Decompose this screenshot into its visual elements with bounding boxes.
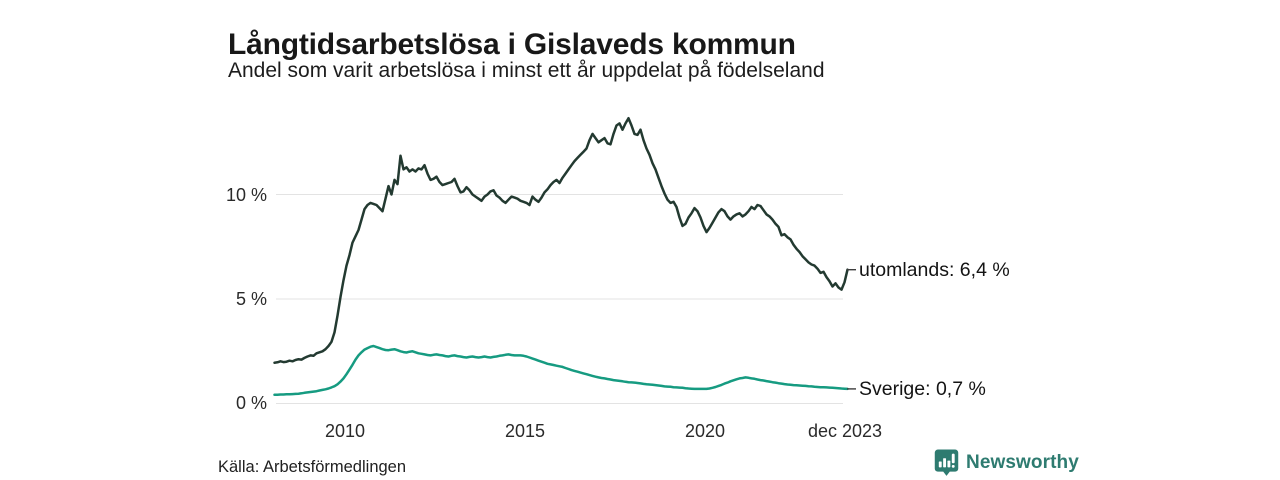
- line-sverige: [273, 344, 849, 396]
- x-tick-label-2020: 2020: [684, 421, 726, 441]
- y-tick-label-0: 0 %: [235, 393, 267, 413]
- x-tick-label-2010: 2010: [324, 421, 366, 441]
- newsworthy-logo[interactable]: Newsworthy: [934, 449, 1079, 477]
- source-note: Källa: Arbetsförmedlingen: [218, 458, 407, 476]
- brand-name: Newsworthy: [966, 452, 1079, 473]
- x-tick-label-2015: 2015: [504, 421, 546, 441]
- newsworthy-bar-chart-bubble-icon: [934, 449, 959, 477]
- page-title: Långtidsarbetslösa i Gislaveds kommun: [228, 28, 796, 62]
- line-utomlands: [273, 116, 849, 364]
- series-end-label-sverige: Sverige: 0,7 %: [859, 378, 986, 400]
- page-subtitle: Andel som varit arbetslösa i minst ett å…: [228, 59, 825, 82]
- y-tick-label-10: 10 %: [225, 185, 267, 205]
- series-end-label-utomlands: utomlands: 6,4 %: [859, 259, 1010, 281]
- y-tick-label-5: 5 %: [235, 289, 267, 309]
- x-tick-label-dec2023: dec 2023: [807, 421, 883, 441]
